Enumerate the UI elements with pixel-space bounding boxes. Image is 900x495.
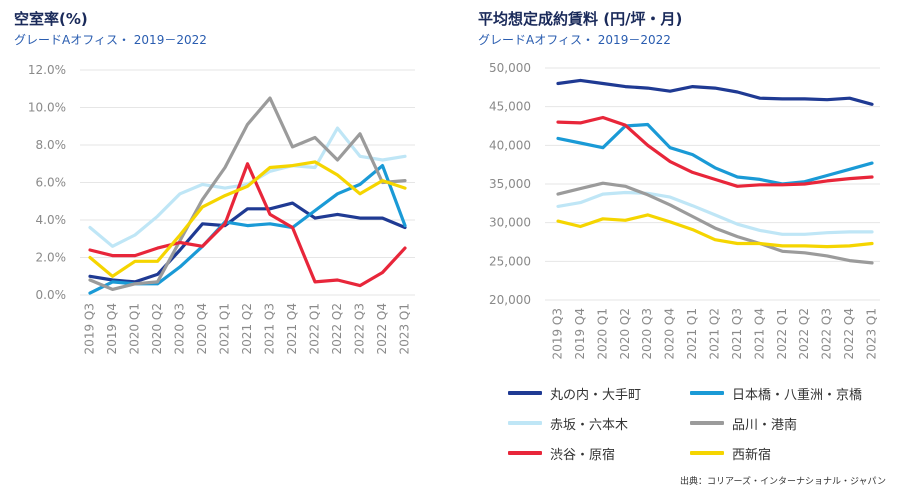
legend-label: 西新宿	[732, 447, 772, 463]
x-tick-label: 2022 Q4	[842, 308, 856, 359]
x-tick-label: 2020 Q1	[595, 308, 609, 359]
legend-item: 赤坂・六本木	[508, 414, 629, 433]
legend-item: 西新宿	[690, 444, 772, 463]
y-tick-label: 30,000	[489, 216, 531, 230]
x-tick-label: 2019 Q3	[551, 308, 565, 359]
y-tick-label: 35,000	[489, 177, 531, 191]
y-tick-label: 4.0%	[36, 213, 67, 227]
y-tick-label: 8.0%	[36, 138, 67, 152]
series-line	[556, 122, 874, 186]
legend-label: 品川・港南	[732, 417, 798, 433]
series-line	[88, 201, 407, 284]
series-line	[556, 213, 874, 249]
legend-label: 赤坂・六本木	[550, 417, 629, 433]
chart-1: 0.0% 2.0% 4.0% 6.0% 8.0% 10.0% 12.0% 2019 Q3 201…	[28, 63, 415, 354]
x-tick-label: 2022 Q3	[353, 303, 367, 354]
x-tick-label: 2021 Q3	[263, 303, 277, 354]
chart-2: 20,000 25,000 30,000 35,000 40,000 45,000 50,0…	[489, 61, 880, 359]
legend-swatch-marunouchi	[508, 391, 542, 395]
x-tick-label: 2019 Q3	[83, 303, 97, 354]
x-tick-label: 2021 Q4	[752, 308, 766, 359]
y-tick-label: 6.0%	[36, 176, 67, 190]
y-tick-label: 10.0%	[28, 101, 66, 115]
legend-swatch-nishishinjuku	[690, 451, 724, 455]
legend-swatch-shibuya	[508, 451, 542, 455]
chart2-subtitle: グレードAオフィス・ 2019－2022	[478, 33, 671, 47]
x-tick-label: 2020 Q4	[195, 303, 209, 354]
legend-item: 品川・港南	[690, 414, 798, 433]
series-line	[556, 190, 874, 236]
y-tick-label: 50,000	[489, 61, 531, 75]
x-tick-label: 2023 Q1	[398, 303, 412, 354]
legend-item: 丸の内・大手町	[508, 384, 642, 403]
x-tick-label: 2020 Q2	[618, 308, 632, 359]
x-tick-label: 2020 Q2	[150, 303, 164, 354]
x-tick-label: 2022 Q4	[375, 303, 389, 354]
legend-label: 丸の内・大手町	[550, 387, 642, 403]
series-line	[88, 160, 407, 278]
series-line	[556, 115, 874, 188]
legend-label: 日本橋・八重洲・京橋	[732, 387, 863, 403]
x-tick-label: 2021 Q1	[218, 303, 232, 354]
series-line	[556, 78, 874, 106]
x-tick-label: 2021 Q1	[685, 308, 699, 359]
x-tick-label: 2019 Q4	[105, 303, 119, 354]
chart1-subtitle: グレードAオフィス・ 2019－2022	[14, 33, 207, 47]
legend-item: 渋谷・原宿	[508, 444, 616, 463]
x-tick-label: 2021 Q4	[285, 303, 299, 354]
x-tick-label: 2020 Q1	[128, 303, 142, 354]
y-tick-label: 25,000	[489, 254, 531, 268]
series-line	[556, 181, 874, 265]
x-tick-label: 2022 Q2	[330, 303, 344, 354]
legend-item: 日本橋・八重洲・京橋	[690, 384, 863, 403]
x-tick-label: 2020 Q4	[663, 308, 677, 359]
legend-swatch-shinagawa	[690, 421, 724, 425]
x-tick-label: 2019 Q4	[573, 308, 587, 359]
x-tick-label: 2021 Q2	[708, 308, 722, 359]
y-tick-label: 0.0%	[36, 288, 67, 302]
series-line	[88, 162, 407, 288]
chart1-title: 空室率(%)	[14, 10, 88, 28]
chart2-title: 平均想定成約賃料 (円/坪・月)	[478, 10, 683, 28]
x-tick-label: 2022 Q2	[797, 308, 811, 359]
x-tick-label: 2021 Q3	[730, 308, 744, 359]
x-tick-label: 2022 Q1	[775, 308, 789, 359]
y-tick-label: 12.0%	[28, 63, 66, 77]
legend-swatch-nihonbashi	[690, 391, 724, 395]
source-note: 出典：コリアーズ・インターナショナル・ジャパン	[679, 477, 886, 487]
x-tick-label: 2023 Q1	[865, 308, 879, 359]
x-tick-label: 2020 Q3	[640, 308, 654, 359]
x-tick-label: 2022 Q3	[820, 308, 834, 359]
x-tick-label: 2020 Q3	[173, 303, 187, 354]
x-tick-label: 2022 Q1	[308, 303, 322, 354]
legend-swatch-akasaka	[508, 421, 542, 425]
y-tick-label: 20,000	[489, 293, 531, 307]
series-line	[88, 96, 407, 291]
y-tick-label: 45,000	[489, 100, 531, 114]
y-tick-label: 40,000	[489, 138, 531, 152]
y-tick-label: 2.0%	[36, 251, 67, 265]
legend-label: 渋谷・原宿	[550, 447, 616, 463]
x-tick-label: 2021 Q2	[240, 303, 254, 354]
